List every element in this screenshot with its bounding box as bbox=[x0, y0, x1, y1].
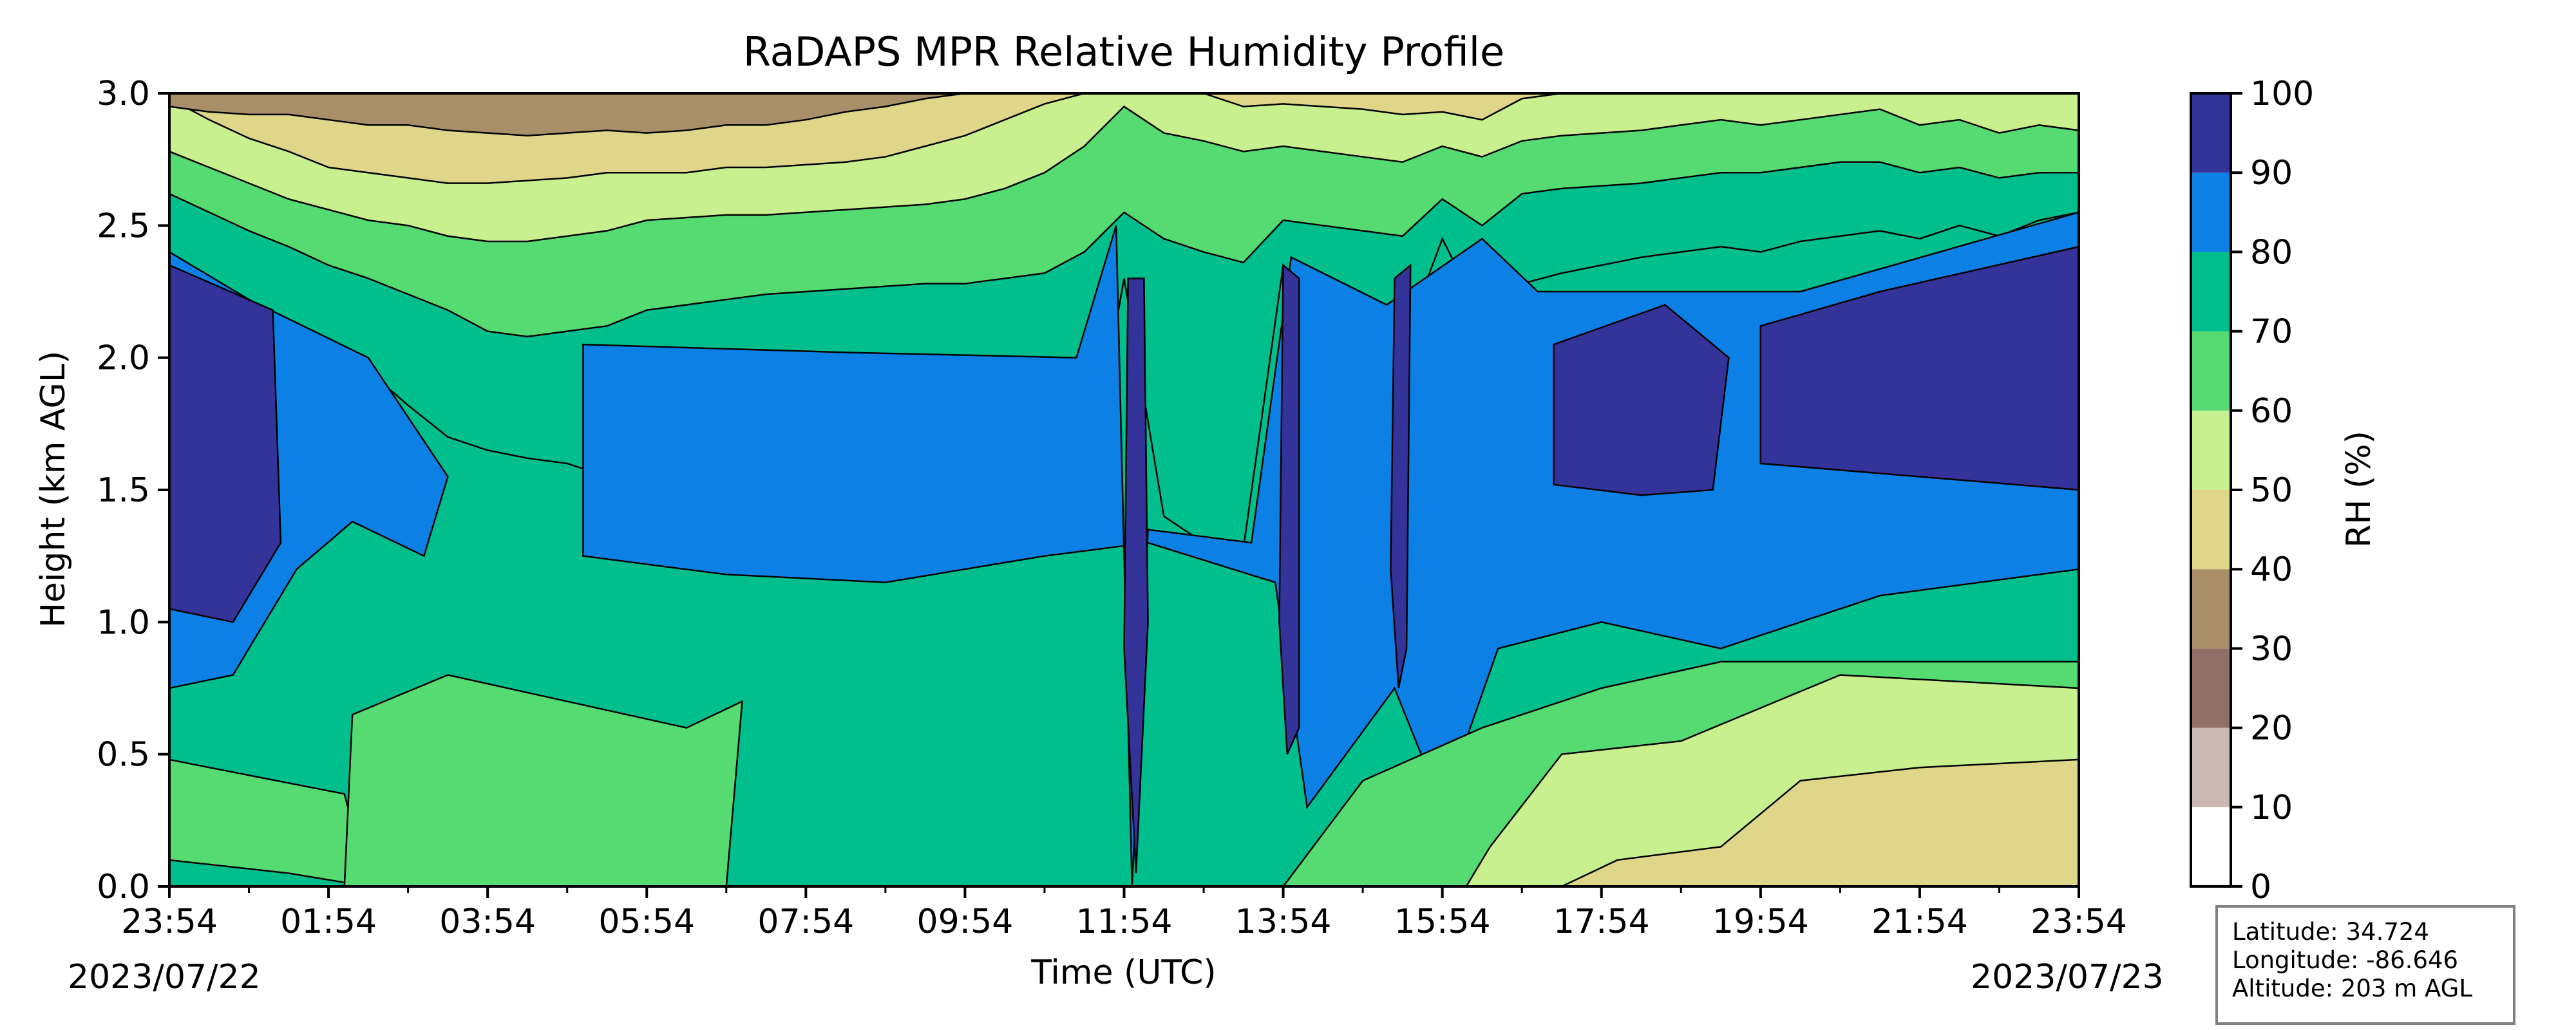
colorbar-swatch bbox=[2191, 490, 2231, 570]
y-axis: 0.0 0.5 1.0 1.5 2.0 2.5 3.0 bbox=[97, 75, 169, 906]
latitude-text: Latitude: 34.724 bbox=[2232, 918, 2429, 946]
contour-fills bbox=[169, 93, 2079, 886]
x-tick-label: 03:54 bbox=[439, 903, 536, 941]
y-tick-label: 1.5 bbox=[97, 471, 150, 510]
y-tick-label: 2.0 bbox=[97, 339, 150, 378]
rh-90-100-core-1400 bbox=[1278, 263, 1300, 755]
colorbar-tick-label: 60 bbox=[2250, 392, 2293, 431]
colorbar-swatch bbox=[2191, 727, 2231, 807]
station-info-box: Latitude: 34.724 Longitude: -86.646 Alti… bbox=[2215, 905, 2515, 1025]
colorbar-swatch bbox=[2191, 93, 2231, 173]
x-tick-label: 19:54 bbox=[1712, 903, 1809, 941]
x-tick-label: 21:54 bbox=[1871, 903, 1968, 941]
colorbar-tick-label: 20 bbox=[2250, 709, 2293, 748]
rh-90-100-core-1800 bbox=[1553, 304, 1730, 496]
rh-90-100-core-noon bbox=[1123, 277, 1149, 874]
x-tick-label: 07:54 bbox=[757, 903, 854, 941]
colorbar-swatch bbox=[2191, 410, 2231, 490]
colorbar-tick-label: 30 bbox=[2250, 630, 2293, 668]
rh-60-70-surface-mid bbox=[343, 674, 743, 886]
y-tick-label: 0.5 bbox=[97, 736, 150, 774]
colorbar-swatch bbox=[2191, 331, 2231, 411]
altitude-text: Altitude: 203 m AGL bbox=[2232, 975, 2472, 1002]
colorbar-swatch bbox=[2191, 252, 2231, 332]
colorbar-label: RH (%) bbox=[2340, 431, 2378, 548]
colorbar-tick-label: 100 bbox=[2250, 75, 2314, 113]
chart-title: RaDAPS MPR Relative Humidity Profile bbox=[743, 28, 1504, 75]
colorbar-tick-label: 0 bbox=[2250, 868, 2271, 906]
y-tick-label: 1.0 bbox=[97, 603, 150, 642]
rh-40-50-surface-east bbox=[1561, 758, 2079, 886]
y-tick-label: 2.5 bbox=[97, 207, 150, 245]
x-axis: 23:54 01:54 03:54 05:54 07:54 09:54 11:54 13:54… bbox=[121, 886, 2127, 941]
x-tick-label: 13:54 bbox=[1235, 903, 1332, 941]
x-tick-label: 05:54 bbox=[598, 903, 695, 941]
x-tick-label: 23:54 bbox=[121, 903, 218, 941]
rh-30-40-fill bbox=[169, 93, 2079, 136]
plot-area bbox=[168, 92, 2080, 888]
colorbar-tick-label: 90 bbox=[2250, 154, 2293, 192]
x-axis-label: Time (UTC) bbox=[1030, 953, 1216, 992]
x-tick-label: 01:54 bbox=[280, 903, 377, 941]
colorbar-swatch bbox=[2191, 173, 2231, 252]
colorbar-tick-label: 50 bbox=[2250, 471, 2293, 510]
x-tick-label: 11:54 bbox=[1076, 903, 1173, 941]
colorbar-swatch bbox=[2191, 648, 2231, 728]
y-tick-label: 3.0 bbox=[97, 75, 150, 113]
colorbar-swatch bbox=[2191, 569, 2231, 649]
longitude-text: Longitude: -86.646 bbox=[2232, 946, 2459, 974]
colorbar-tick-label: 70 bbox=[2250, 313, 2293, 351]
rh-90-100-core-1530 bbox=[1390, 263, 1412, 689]
colorbar-tick-label: 80 bbox=[2250, 233, 2293, 272]
end-date-label: 2023/07/23 bbox=[1971, 958, 2164, 997]
colorbar-swatch bbox=[2191, 807, 2231, 886]
colorbar-tick-label: 40 bbox=[2250, 550, 2293, 589]
colorbar: 0 10 20 30 40 50 60 70 80 90 100 bbox=[2190, 75, 2314, 906]
rh-90-100-core-2130 bbox=[1759, 245, 2079, 491]
y-tick-label: 0.0 bbox=[97, 868, 150, 906]
start-date-label: 2023/07/22 bbox=[68, 958, 261, 997]
rh-90-100-core-west bbox=[169, 264, 282, 623]
rh-60-70-surface-west bbox=[169, 758, 370, 886]
x-tick-label: 15:54 bbox=[1394, 903, 1491, 941]
y-axis-label: Height (km AGL) bbox=[34, 351, 73, 628]
x-tick-label: 23:54 bbox=[2031, 903, 2127, 941]
x-tick-label: 17:54 bbox=[1553, 903, 1650, 941]
x-tick-label: 09:54 bbox=[916, 903, 1013, 941]
colorbar-tick-label: 10 bbox=[2250, 789, 2293, 827]
